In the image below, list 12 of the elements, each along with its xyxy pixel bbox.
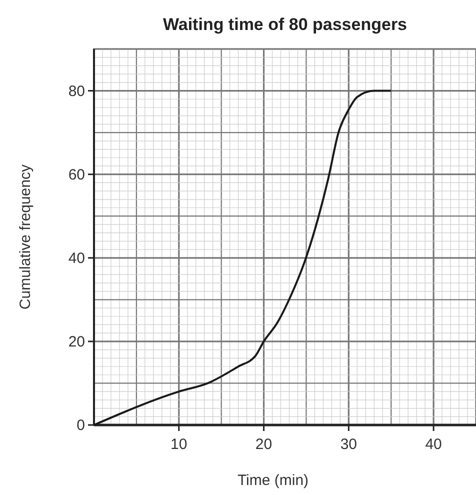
y-axis-title: Cumulative frequency — [17, 164, 34, 310]
chart-title: Waiting time of 80 passengers — [162, 15, 408, 34]
x-axis-title: Time (min) — [237, 472, 309, 489]
x-tick-label: 20 — [255, 436, 272, 453]
x-tick-label: 10 — [170, 436, 188, 453]
y-tick-label: 60 — [68, 166, 85, 184]
y-tick-label: 80 — [68, 82, 85, 100]
y-tick-label: 0 — [76, 417, 85, 434]
y-tick-label: 40 — [68, 250, 85, 267]
y-tick-label: 20 — [68, 333, 85, 350]
x-tick-label: 40 — [425, 436, 442, 453]
x-tick-label: 30 — [340, 436, 358, 453]
